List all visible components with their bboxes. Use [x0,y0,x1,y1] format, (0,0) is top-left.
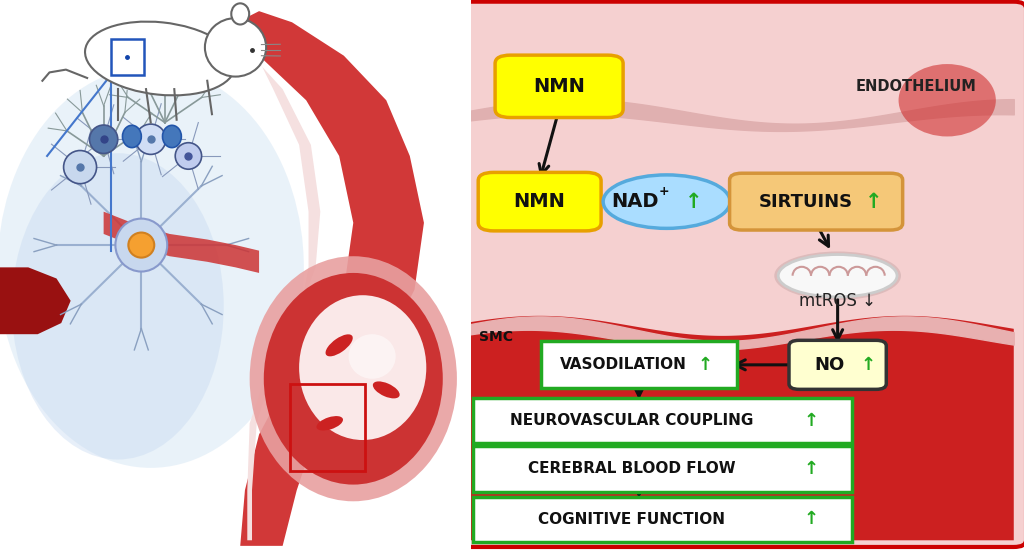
Text: ↑: ↑ [698,356,713,374]
Ellipse shape [316,416,343,431]
Ellipse shape [116,218,167,271]
Text: SIRTUINS: SIRTUINS [759,193,853,211]
Ellipse shape [85,22,236,95]
FancyBboxPatch shape [729,173,903,230]
Ellipse shape [231,3,249,25]
Polygon shape [466,316,1014,540]
FancyBboxPatch shape [473,497,852,541]
Ellipse shape [135,124,166,154]
Ellipse shape [163,125,181,148]
FancyBboxPatch shape [454,2,1024,547]
Text: VASODILATION: VASODILATION [560,358,687,372]
Ellipse shape [205,18,266,76]
Polygon shape [103,212,259,273]
Text: +: + [658,185,669,198]
Ellipse shape [89,125,118,153]
Text: NEUROVASCULAR COUPLING: NEUROVASCULAR COUPLING [510,413,754,428]
Text: ↑: ↑ [804,510,818,528]
Ellipse shape [326,334,352,356]
Ellipse shape [603,175,730,228]
Text: NO: NO [814,356,845,374]
Polygon shape [0,267,71,334]
Text: mtROS ↓: mtROS ↓ [799,292,877,310]
FancyBboxPatch shape [541,341,737,388]
Text: ↑: ↑ [804,412,818,429]
Ellipse shape [778,255,897,297]
Text: NMN: NMN [514,192,565,211]
Text: ↑: ↑ [685,192,702,212]
Text: ENDOTHELIUM: ENDOTHELIUM [856,79,977,94]
Text: SMC: SMC [479,330,513,344]
Ellipse shape [128,233,155,257]
FancyBboxPatch shape [473,398,852,443]
Text: ↑: ↑ [804,460,818,478]
Polygon shape [248,56,321,540]
Ellipse shape [11,153,224,460]
Polygon shape [226,11,424,546]
FancyBboxPatch shape [473,447,852,492]
FancyBboxPatch shape [788,340,886,389]
Ellipse shape [899,64,996,136]
Ellipse shape [299,295,426,440]
FancyBboxPatch shape [496,55,623,118]
Text: CEREBRAL BLOOD FLOW: CEREBRAL BLOOD FLOW [528,462,735,476]
Text: COGNITIVE FUNCTION: COGNITIVE FUNCTION [539,512,725,526]
Text: NMN: NMN [534,77,585,96]
Text: ↑: ↑ [860,356,876,374]
Ellipse shape [250,256,457,501]
Text: ↑: ↑ [865,192,883,212]
Ellipse shape [373,382,399,398]
Ellipse shape [175,143,202,169]
Text: NAD: NAD [611,192,658,211]
Ellipse shape [123,125,141,148]
Ellipse shape [348,334,395,379]
Ellipse shape [0,67,304,468]
Ellipse shape [63,150,96,184]
Ellipse shape [264,273,442,485]
FancyBboxPatch shape [478,173,601,231]
